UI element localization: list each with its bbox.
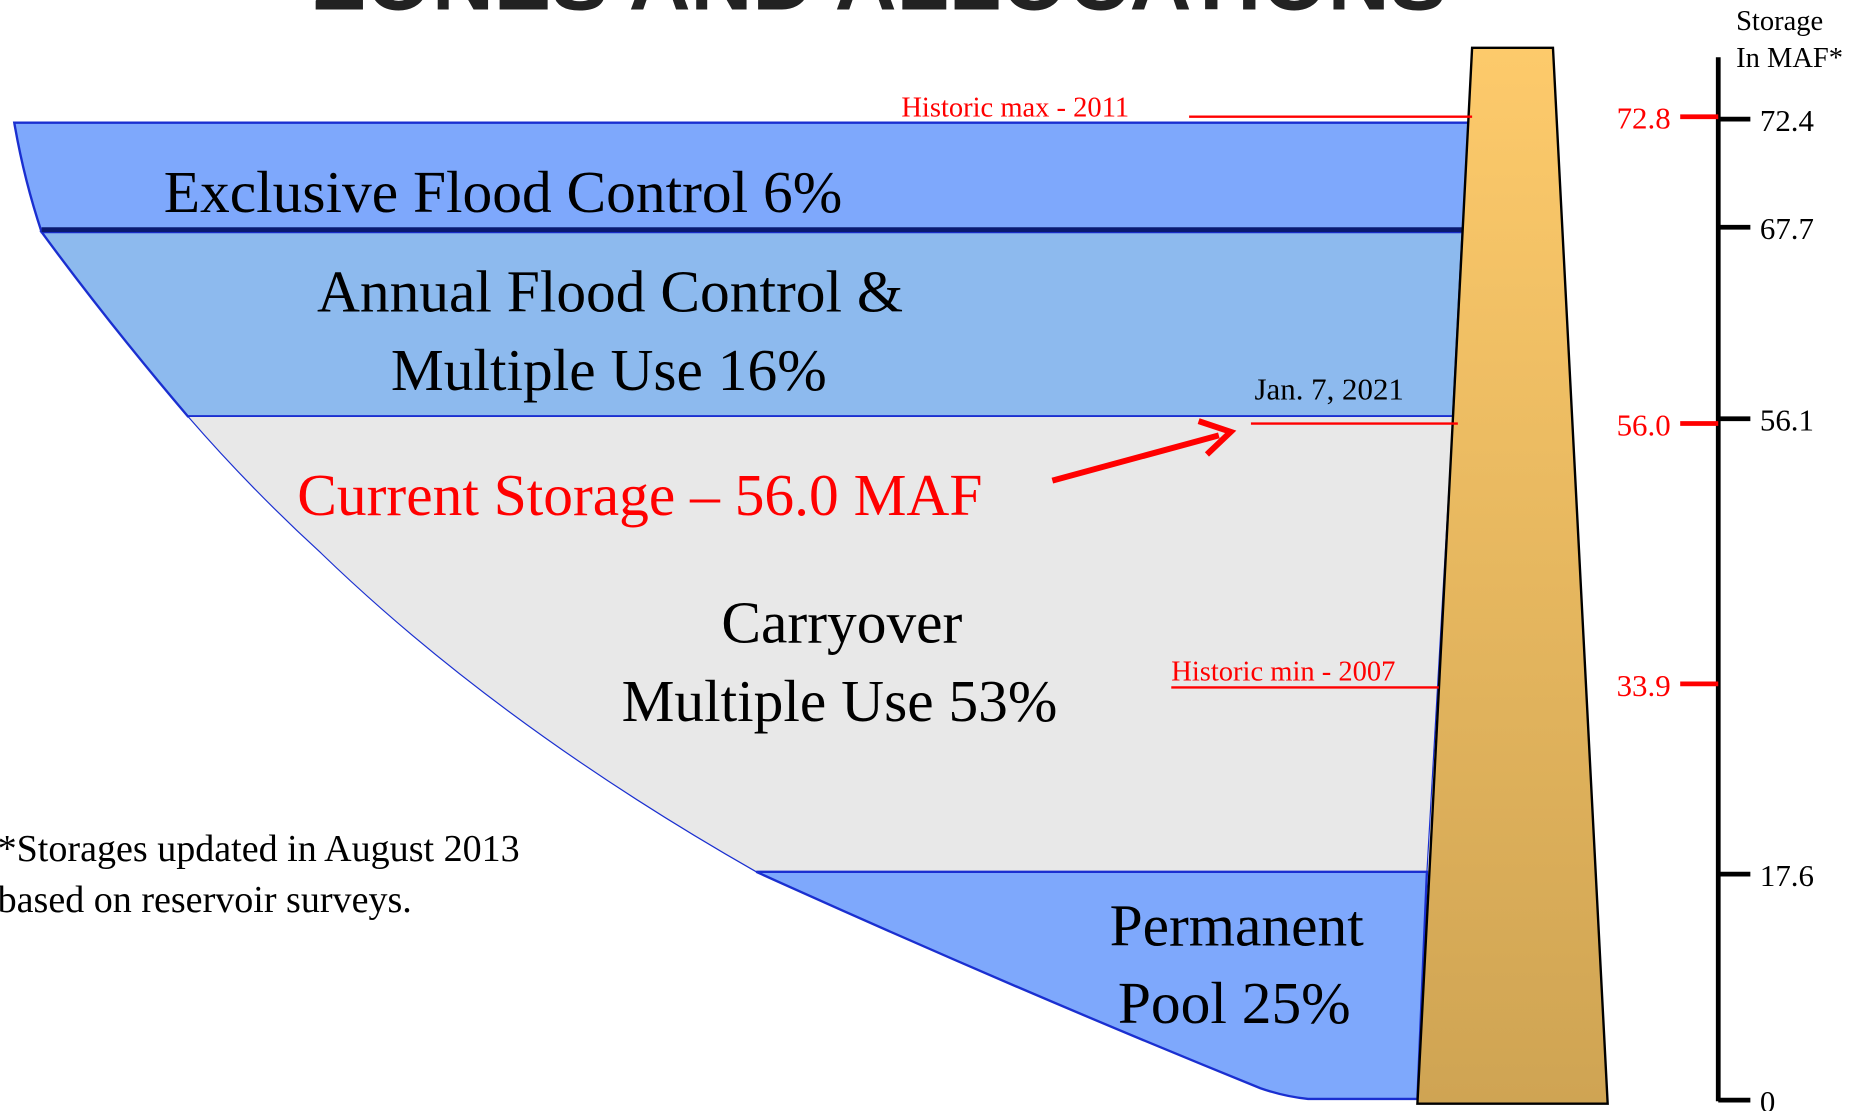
zone-label: Permanent [1110, 893, 1365, 959]
historic-min-label: Historic min - 2007 [1171, 656, 1395, 687]
tick-label: 67.7 [1760, 211, 1814, 246]
current-date-label: Jan. 7, 2021 [1255, 372, 1404, 407]
zone-label: Carryover [721, 589, 962, 655]
footnote: *Storages updated in August 2013 [0, 828, 520, 870]
marker-label: 33.9 [1617, 668, 1671, 703]
footnote: based on reservoir surveys. [0, 879, 412, 921]
axis-title: In MAF* [1736, 43, 1843, 74]
axis-title: Storage [1736, 6, 1823, 37]
dam [1416, 46, 1609, 1105]
tick-label: 72.4 [1760, 103, 1814, 138]
zone-label: Annual Flood Control & [317, 259, 903, 325]
tick-label: 56.1 [1760, 403, 1814, 438]
historic-max-label: Historic max - 2011 [901, 93, 1129, 124]
zone-label: Pool 25% [1118, 970, 1351, 1036]
current-storage-label: Current Storage – 56.0 MAF [297, 462, 982, 528]
arrow [1051, 432, 1220, 484]
zone-permanent [755, 870, 1429, 1101]
arrow-head [1197, 418, 1237, 457]
tick-label: 17.6 [1760, 858, 1814, 893]
zone-label: Multiple Use 16% [391, 337, 827, 403]
zone-carryover [186, 415, 1454, 873]
marker-label: 72.8 [1617, 101, 1671, 136]
marker-label: 56.0 [1617, 407, 1671, 442]
zone-label: Exclusive Flood Control 6% [164, 159, 843, 225]
title: ZONES AND ALLOCATIONS [313, 0, 1447, 29]
tick-label: 0 [1760, 1084, 1775, 1111]
zone-label: Multiple Use 53% [622, 668, 1058, 734]
